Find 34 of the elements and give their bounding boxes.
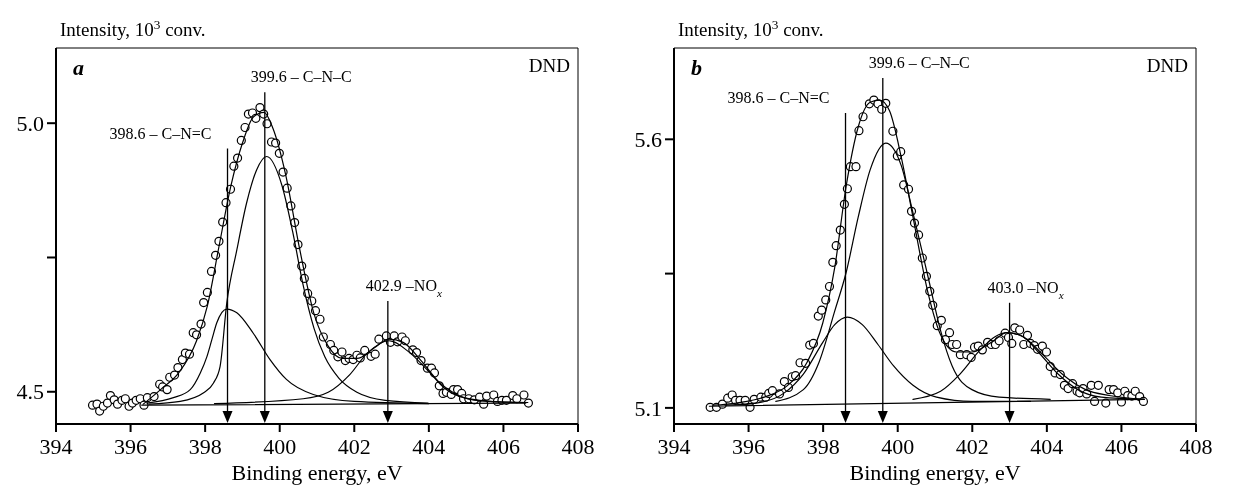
x-tick-label: 394 <box>39 434 73 459</box>
x-tick-label: 402 <box>955 434 989 459</box>
x-tick-label: 394 <box>657 434 691 459</box>
x-tick-label: 400 <box>263 434 297 459</box>
x-tick-label: 398 <box>806 434 840 459</box>
x-tick-label: 398 <box>188 434 222 459</box>
chart-title: a <box>73 55 84 80</box>
ref-line-label: 399.6 – C–N–C <box>868 53 970 71</box>
x-axis-title: Binding energy, eV <box>849 460 1021 485</box>
ref-line-label: 403.0 –NO$_{x}$ <box>987 278 1064 301</box>
x-tick-label: 400 <box>881 434 915 459</box>
y-tick-label: 4.5 <box>16 379 44 405</box>
x-tick-label: 402 <box>337 434 371 459</box>
ref-line-label: 402.9 –NO$_{x}$ <box>365 276 442 299</box>
annotation: DND <box>528 55 570 76</box>
y-tick-label: 5.0 <box>16 110 44 136</box>
chart-title: b <box>691 55 702 80</box>
x-tick-label: 396 <box>732 434 766 459</box>
x-tick-label: 408 <box>1179 434 1213 459</box>
annotation: DND <box>1146 55 1188 76</box>
x-tick-label: 408 <box>561 434 595 459</box>
ref-line-label: 399.6 – C–N–C <box>250 68 352 86</box>
x-tick-label: 406 <box>1104 434 1138 459</box>
x-tick-label: 404 <box>412 434 446 459</box>
ref-line-label: 398.6 – C–N=C <box>727 88 830 106</box>
y-tick-label: 5.1 <box>634 395 662 421</box>
x-axis-title: Binding energy, eV <box>231 460 403 485</box>
x-tick-label: 396 <box>114 434 148 459</box>
ref-line-label: 398.6 – C–N=C <box>109 124 212 142</box>
y-tick-label: 5.6 <box>634 127 662 153</box>
x-tick-label: 406 <box>486 434 520 459</box>
y-axis-title: Intensity, 10$^{3}$ conv. <box>678 16 824 40</box>
y-axis-title: Intensity, 10$^{3}$ conv. <box>60 16 206 40</box>
x-tick-label: 404 <box>1030 434 1064 459</box>
